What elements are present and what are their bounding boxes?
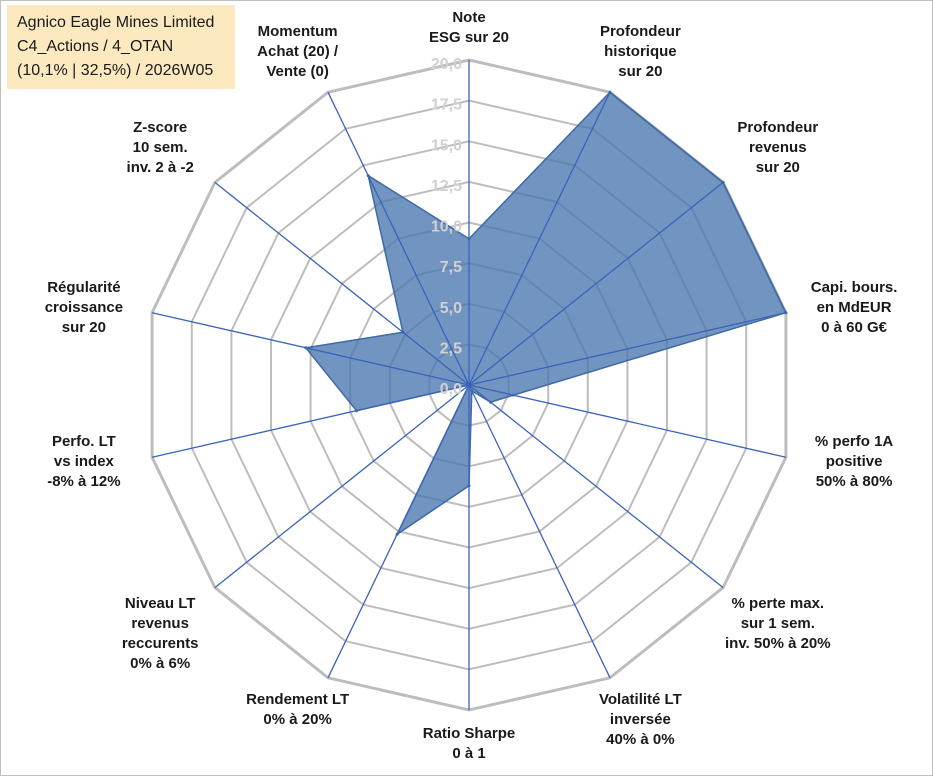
tick-label-8: 20,0 — [431, 56, 462, 73]
axis-label-7: Ratio Sharpe 0 à 1 — [422, 725, 516, 762]
spoke-13 — [327, 91, 470, 386]
company-name: Agnico Eagle Mines Limited — [17, 14, 215, 31]
axis-label-9: Niveau LT revenus reccurents 0% à 6% — [121, 595, 199, 673]
spoke-5 — [468, 384, 724, 589]
axis-label-10: Perfo. LT vs index -8% à 12% — [47, 432, 121, 490]
spoke-8 — [327, 384, 470, 679]
axis-label-11: Régularité croissance sur 20 — [44, 279, 124, 337]
spoke-4 — [468, 384, 787, 458]
tick-label-4: 10,0 — [431, 219, 462, 236]
axis-label-12: Z-score 10 sem. inv. 2 à -2 — [126, 118, 194, 176]
axis-label-4: % perfo 1A positive 50% à 80% — [814, 432, 894, 490]
tick-label-7: 17,5 — [431, 97, 462, 114]
spoke-12 — [214, 181, 470, 386]
axis-label-1: Profondeur historique sur 20 — [599, 23, 681, 81]
tick-label-0: 0,0 — [440, 381, 462, 398]
tick-label-2: 5,0 — [440, 300, 462, 317]
axis-label-0: Note ESG sur 20 — [428, 9, 510, 46]
spoke-3 — [468, 312, 787, 386]
spoke-2 — [468, 181, 724, 386]
spoke-10 — [151, 384, 470, 458]
axis-label-8: Rendement LT 0% à 20% — [246, 690, 350, 728]
period-stats: (10,1% | 32,5%) / 2026W05 — [17, 62, 214, 79]
spoke-9 — [214, 384, 470, 589]
tick-label-1: 2,5 — [440, 340, 462, 357]
axis-label-3: Capi. bours. en MdEUR 0 à 60 G€ — [810, 279, 898, 337]
tick-label-6: 15,0 — [431, 137, 462, 154]
axis-label-6: Volatilité LT inversée 40% à 0% — [598, 690, 682, 748]
axis-label-5: % perte max. sur 1 sem. inv. 50% à 20% — [725, 595, 831, 653]
portfolio-path: C4_Actions / 4_OTAN — [17, 38, 174, 55]
axis-label-2: Profondeur revenus sur 20 — [737, 118, 819, 176]
tick-label-5: 12,5 — [431, 178, 462, 195]
spoke-1 — [468, 91, 611, 386]
spoke-11 — [151, 312, 470, 386]
tick-label-3: 7,5 — [440, 259, 462, 276]
title-box: Agnico Eagle Mines Limited C4_Actions / … — [7, 5, 235, 89]
axis-label-13: Momentum Achat (20) / Vente (0) — [257, 23, 339, 81]
spoke-6 — [468, 384, 611, 679]
